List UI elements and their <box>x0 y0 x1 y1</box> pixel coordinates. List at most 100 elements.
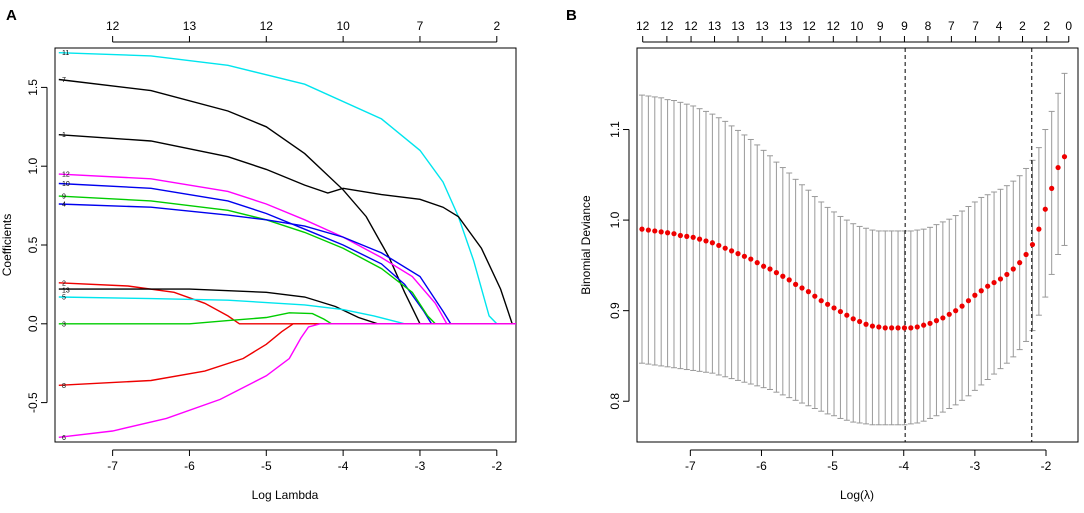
error-bar <box>799 184 806 404</box>
mean-deviance-point <box>748 256 754 262</box>
mean-deviance-point <box>799 285 805 291</box>
panel-a-x-axis: -7 -6 -5 -4 -3 -2 <box>107 449 502 473</box>
mean-deviance-point <box>658 229 664 235</box>
mean-deviance-point <box>959 303 965 309</box>
top-tick-label: 7 <box>972 19 979 33</box>
mean-deviance-point <box>645 227 651 233</box>
coefficient-path-5 <box>58 296 516 325</box>
mean-deviance-point <box>664 230 671 236</box>
mean-deviance-point <box>1004 271 1010 278</box>
mean-deviance-point <box>985 283 991 289</box>
mean-deviance-point <box>972 292 978 298</box>
mean-deviance-point <box>933 318 940 324</box>
error-bar <box>837 215 844 419</box>
error-bar <box>747 138 754 385</box>
mean-deviance-point <box>709 240 715 246</box>
error-bar <box>850 223 857 423</box>
error-bar <box>811 196 818 409</box>
panel-a-curves <box>58 52 516 438</box>
coefficient-path-2 <box>58 282 516 325</box>
mean-deviance-point <box>940 315 946 321</box>
coefficient-path-10 <box>58 182 516 325</box>
coefficient-path-12 <box>58 173 516 325</box>
panel-b-error-bars <box>638 72 1068 426</box>
x-tick-label: -4 <box>338 459 349 473</box>
mean-deviance-point <box>671 231 677 237</box>
mean-deviance-point <box>1042 206 1048 212</box>
mean-deviance-point <box>914 324 920 330</box>
coefficient-path-8 <box>58 323 516 386</box>
error-bar <box>786 172 793 399</box>
curve-id-label: 11 <box>62 50 69 57</box>
error-bar <box>760 149 767 389</box>
x-tick-label: -5 <box>261 459 272 473</box>
mean-deviance-point <box>831 305 837 311</box>
x-tick-label: -3 <box>970 459 981 473</box>
mean-deviance-point <box>895 325 901 331</box>
curve-id-label: 13 <box>62 287 70 294</box>
top-tick-label: 12 <box>106 19 120 33</box>
top-tick-label: 0 <box>1065 19 1072 33</box>
error-bar <box>824 206 831 415</box>
error-bar <box>843 219 850 421</box>
mean-deviance-point <box>716 242 722 249</box>
panel-b-x-axis: -7 -6 -5 -4 -3 -2 <box>685 449 1052 473</box>
mean-deviance-point <box>1055 164 1061 171</box>
mean-deviance-point <box>889 325 895 331</box>
y-tick-label: 0.0 <box>26 315 40 332</box>
curve-id-label: 1 <box>62 132 66 139</box>
top-tick-label: 10 <box>336 19 350 33</box>
curve-id-label: 3 <box>62 321 66 328</box>
mean-deviance-point <box>863 321 869 327</box>
error-bar <box>805 189 812 407</box>
top-tick-label: 13 <box>731 19 745 33</box>
error-bar <box>818 201 825 412</box>
x-tick-label: -7 <box>685 459 696 473</box>
mean-deviance-point <box>1049 185 1055 191</box>
error-bar <box>856 225 863 424</box>
mean-deviance-point <box>652 228 658 234</box>
coefficient-path-4 <box>58 203 516 325</box>
curve-id-label: 9 <box>62 194 66 201</box>
top-tick-label: 13 <box>708 19 722 33</box>
x-tick-label: -6 <box>184 459 195 473</box>
coefficient-path-6 <box>58 323 516 438</box>
coefficient-path-9 <box>58 195 516 325</box>
top-tick-label: 4 <box>996 19 1003 33</box>
mean-deviance-point <box>1029 241 1036 248</box>
mean-deviance-point <box>876 324 882 330</box>
panel-a-x-axis-title: Log Lambda <box>252 488 319 502</box>
mean-deviance-point <box>825 301 831 307</box>
mean-deviance-point <box>690 234 696 240</box>
x-tick-label: -3 <box>415 459 426 473</box>
y-tick-label: 1.0 <box>608 211 622 228</box>
mean-deviance-point <box>793 281 799 287</box>
mean-deviance-point <box>703 238 709 244</box>
y-tick-label: 1.5 <box>26 79 40 96</box>
coefficient-path-1 <box>58 134 516 325</box>
panel-b-y-axis: 0.8 0.9 1.0 1.1 <box>608 121 630 410</box>
error-bar <box>831 211 838 417</box>
top-tick-label: 2 <box>1043 19 1050 33</box>
top-tick-label: 12 <box>636 19 650 33</box>
top-tick-label: 12 <box>827 19 841 33</box>
mean-deviance-point <box>722 245 728 251</box>
panel-a-y-axis-title: Coefficients <box>0 214 14 276</box>
curve-id-label: 6 <box>62 435 66 442</box>
mean-deviance-point <box>735 251 741 257</box>
mean-deviance-point <box>729 248 735 254</box>
curve-id-label: 4 <box>62 202 66 209</box>
panel-a: A -7 -6 -5 -4 -3 -2 -0.50.00.51.01.5 12 13 12 10… <box>0 7 517 502</box>
panel-b-top-axis: 12 12 12 13 13 13 13 12 12 10 9 9 8 7 7 4 2 2 0 <box>636 19 1072 43</box>
y-tick-label: 1.1 <box>608 121 622 138</box>
top-tick-label: 13 <box>779 19 793 33</box>
x-tick-label: -4 <box>898 459 909 473</box>
y-tick-label: 0.9 <box>608 302 622 319</box>
mean-deviance-point <box>946 311 952 317</box>
curve-id-label: 12 <box>62 172 70 179</box>
mean-deviance-point <box>818 298 824 304</box>
error-bar <box>1048 110 1055 275</box>
y-tick-label: 0.5 <box>26 236 40 253</box>
